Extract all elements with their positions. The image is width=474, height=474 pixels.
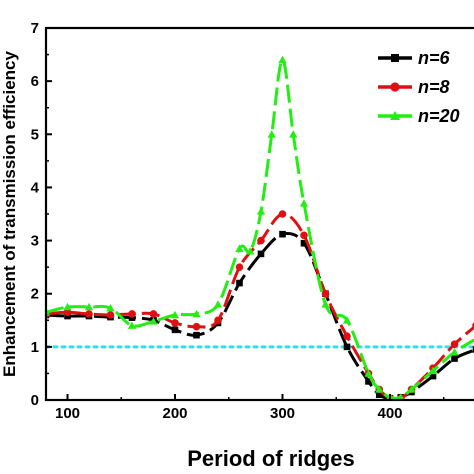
data-point <box>321 289 330 298</box>
data-point <box>84 302 94 311</box>
data-point <box>127 321 137 329</box>
y-tick-label: 0 <box>31 392 39 409</box>
data-point <box>170 310 180 319</box>
data-point <box>278 55 287 64</box>
data-point <box>149 310 158 318</box>
data-point <box>321 300 330 308</box>
data-point <box>257 236 265 245</box>
x-axis-title: Period of ridges <box>187 446 354 471</box>
legend-item: n=6 <box>378 48 451 68</box>
plot-area <box>46 55 474 400</box>
data-point <box>300 231 308 240</box>
legend-item: n=8 <box>378 77 450 97</box>
data-point <box>471 338 474 343</box>
data-point <box>246 247 255 255</box>
data-point <box>128 310 136 318</box>
data-point <box>343 332 351 341</box>
data-point <box>451 355 458 362</box>
y-tick-label: 5 <box>31 126 39 143</box>
legend-label: n=6 <box>418 48 451 68</box>
x-tick-label: 300 <box>270 405 295 422</box>
data-point <box>267 130 276 138</box>
data-point <box>63 302 72 311</box>
y-tick-label: 2 <box>31 286 39 303</box>
data-point <box>375 391 383 398</box>
data-point <box>192 322 201 331</box>
data-point <box>63 308 72 317</box>
legend-marker <box>391 54 399 62</box>
data-point <box>300 239 308 247</box>
data-point <box>407 385 416 393</box>
data-point <box>278 210 287 218</box>
x-tick-label: 200 <box>162 405 187 422</box>
data-point <box>428 366 438 375</box>
data-point <box>279 230 286 238</box>
data-point <box>364 369 373 377</box>
legend: n=6 n=8 n=20 <box>378 48 460 126</box>
y-tick-label: 4 <box>31 179 40 196</box>
data-point <box>149 317 158 325</box>
data-point <box>171 326 179 334</box>
data-point <box>214 316 222 325</box>
legend-item: n=20 <box>378 106 460 126</box>
x-tick-label: 100 <box>55 405 80 422</box>
data-point <box>299 199 309 207</box>
data-point <box>171 319 179 327</box>
data-point <box>192 309 201 318</box>
series-n-20 <box>46 55 474 400</box>
legend-marker <box>390 111 400 120</box>
data-point <box>375 385 384 393</box>
data-point <box>472 346 474 353</box>
y-tick-label: 3 <box>31 233 39 250</box>
data-point <box>396 393 405 400</box>
data-point <box>429 372 437 380</box>
ticks-layer: 100 200 300 400 0 1 2 3 4 5 6 7 <box>31 20 445 422</box>
data-point <box>235 244 244 252</box>
legend-label: n=8 <box>418 77 450 97</box>
series-layer <box>46 55 474 400</box>
legend-label: n=20 <box>418 106 460 126</box>
y-tick-label: 7 <box>31 20 39 37</box>
data-point <box>450 340 459 348</box>
x-tick-label: 400 <box>377 405 402 422</box>
y-tick-label: 1 <box>31 339 39 356</box>
data-point <box>236 279 243 287</box>
data-point <box>85 310 93 318</box>
data-point <box>450 348 459 356</box>
data-point <box>235 263 244 271</box>
data-point <box>106 311 115 319</box>
data-point <box>342 316 352 324</box>
data-point <box>257 250 265 258</box>
data-point <box>343 343 351 351</box>
data-point <box>213 300 223 308</box>
data-point <box>106 303 115 312</box>
data-point <box>193 331 200 339</box>
data-point <box>365 378 372 385</box>
y-axis-title: Enhancement of transmission efficiency <box>0 50 19 376</box>
data-point <box>256 207 266 215</box>
data-point <box>289 130 298 138</box>
y-tick-label: 6 <box>31 73 39 90</box>
legend-marker <box>390 82 400 92</box>
